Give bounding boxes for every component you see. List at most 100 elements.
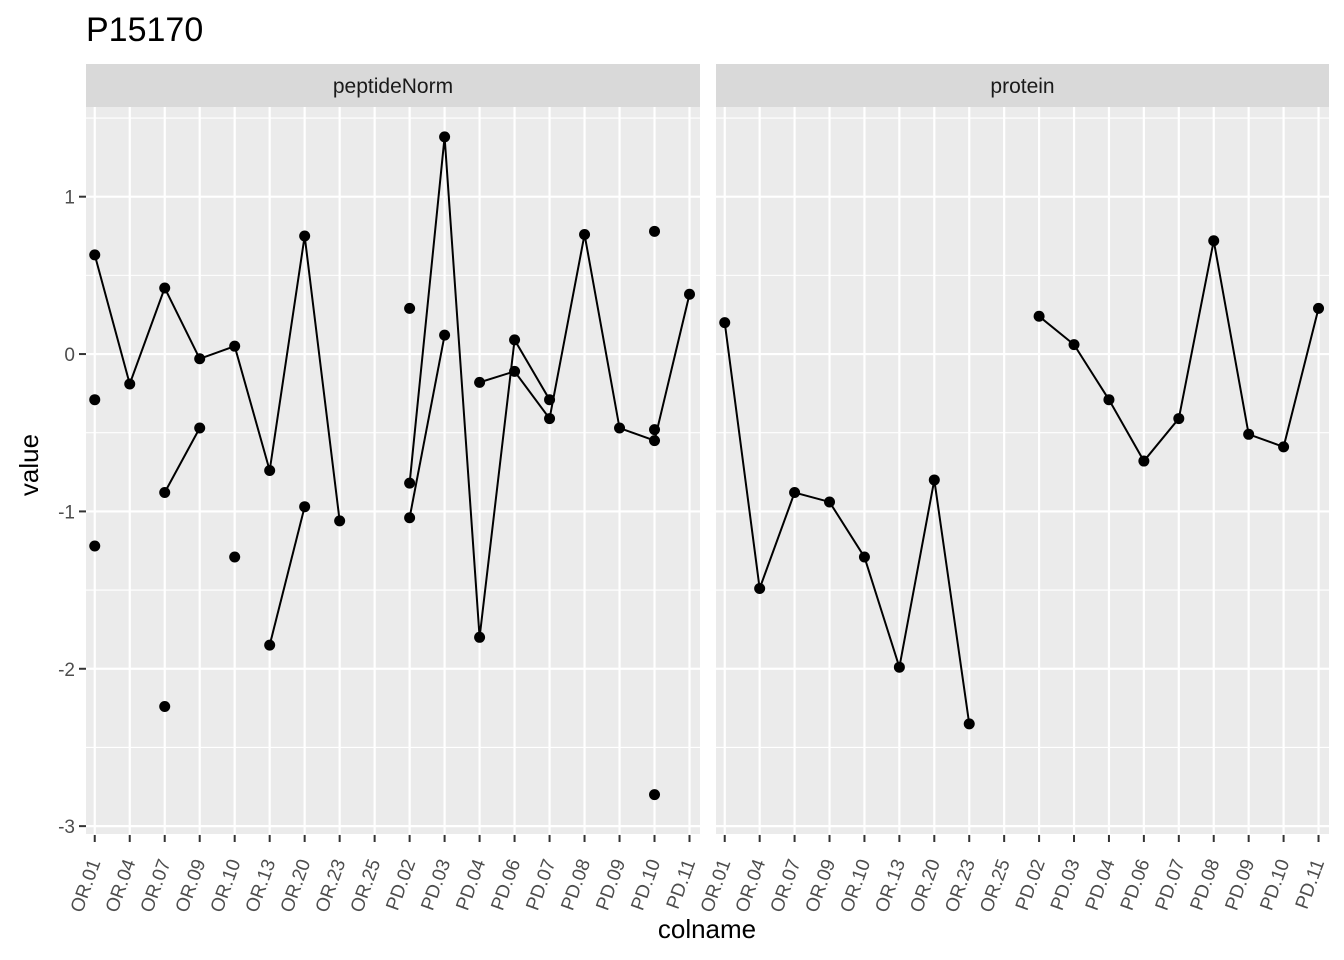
series-line: [408, 334, 446, 518]
data-point: [439, 329, 451, 341]
data-point: [89, 394, 101, 406]
x-tick-label: PD.06: [1117, 857, 1155, 914]
data-point: [649, 225, 661, 237]
data-point: [439, 131, 451, 143]
data-point: [404, 512, 416, 524]
x-tick-label: OR.07: [767, 857, 806, 916]
x-tick-label: PD.02: [383, 857, 421, 914]
x-tick-label: OR.07: [137, 857, 176, 916]
facet-strip: [86, 64, 700, 107]
data-point: [229, 340, 241, 352]
data-point: [1243, 428, 1255, 440]
data-point: [159, 282, 171, 294]
x-tick-label: OR.25: [976, 857, 1015, 916]
data-point: [1138, 455, 1150, 467]
x-tick-label: OR.01: [697, 857, 736, 916]
data-point: [299, 501, 311, 513]
data-point: [649, 789, 661, 801]
x-tick-label: PD.10: [627, 857, 665, 914]
x-tick-label: PD.11: [663, 857, 700, 912]
x-tick-label: OR.10: [207, 857, 246, 916]
x-tick-label: PD.08: [1187, 857, 1225, 914]
panel-protein: proteinOR.01OR.04OR.07OR.09OR.10OR.13OR.…: [697, 64, 1329, 915]
x-axis-title: colname: [658, 914, 756, 944]
x-tick-label: OR.04: [732, 856, 771, 915]
data-point: [544, 413, 556, 425]
data-point: [194, 422, 206, 434]
x-tick-label: PD.10: [1256, 857, 1294, 914]
data-point: [404, 477, 416, 489]
data-point: [404, 302, 416, 314]
x-tick-label: OR.01: [67, 857, 106, 916]
x-tick-label: OR.10: [837, 857, 876, 916]
y-tick-label: 1: [64, 188, 75, 209]
data-point: [1068, 339, 1080, 351]
data-point: [124, 378, 136, 390]
chart-title: P15170: [86, 11, 203, 49]
data-point: [684, 288, 696, 300]
x-tick-label: PD.11: [1292, 857, 1329, 912]
panel-background: [86, 107, 700, 834]
x-tick-label: OR.20: [906, 857, 945, 916]
x-tick-label: OR.13: [242, 857, 281, 916]
data-point: [264, 639, 276, 651]
x-tick-label: OR.09: [802, 857, 841, 916]
data-point: [1278, 441, 1290, 453]
data-point: [893, 661, 905, 673]
data-point: [1208, 235, 1220, 247]
data-point: [89, 249, 101, 261]
data-point: [1033, 310, 1045, 322]
y-tick-label: 0: [64, 345, 75, 366]
facet-strip-label: protein: [990, 75, 1054, 98]
x-tick-label: OR.23: [941, 857, 980, 916]
data-point: [229, 551, 241, 563]
x-tick-label: PD.04: [1082, 856, 1120, 913]
x-tick-label: PD.08: [557, 857, 595, 914]
data-point: [474, 631, 486, 643]
x-tick-label: PD.03: [1047, 857, 1085, 914]
y-tick-label: -2: [58, 660, 75, 681]
facet-strip-label: peptideNorm: [333, 75, 453, 98]
data-point: [649, 424, 661, 436]
data-point: [649, 435, 661, 447]
data-point: [334, 515, 346, 527]
x-tick-label: PD.09: [592, 857, 630, 914]
x-tick-label: OR.04: [102, 856, 141, 915]
data-point: [614, 422, 626, 434]
y-tick-label: -1: [58, 502, 75, 523]
data-point: [159, 487, 171, 499]
data-point: [579, 228, 591, 240]
x-tick-label: OR.09: [172, 857, 211, 916]
data-point: [194, 353, 206, 365]
data-point: [719, 317, 731, 329]
data-point: [928, 474, 940, 486]
series-line: [268, 506, 306, 646]
y-axis-title: value: [14, 434, 44, 496]
x-tick-label: OR.20: [277, 857, 316, 916]
data-point: [89, 540, 101, 552]
data-point: [474, 376, 486, 388]
data-point: [963, 718, 975, 730]
x-tick-label: PD.09: [1222, 857, 1260, 914]
x-tick-label: OR.13: [872, 857, 911, 916]
data-point: [1173, 413, 1185, 425]
data-point: [544, 394, 556, 406]
x-tick-label: PD.07: [522, 857, 560, 914]
x-tick-label: PD.02: [1012, 857, 1050, 914]
data-point: [1313, 302, 1325, 314]
x-tick-label: PD.04: [452, 856, 490, 913]
series-line: [93, 235, 341, 521]
x-tick-label: OR.25: [347, 857, 386, 916]
data-point: [824, 496, 836, 508]
facet-panels: peptideNormOR.01OR.04OR.07OR.09OR.10OR.1…: [58, 64, 1329, 915]
facet-strip: [716, 64, 1329, 107]
panel-background: [716, 107, 1329, 834]
x-tick-label: OR.23: [312, 857, 351, 916]
data-point: [1103, 394, 1115, 406]
x-tick-label: PD.06: [487, 857, 525, 914]
panel-peptideNorm: peptideNorm OR.01OR.04OR.07OR.09OR.10OR.1…: [58, 64, 700, 915]
data-point: [264, 465, 276, 476]
series-line: [163, 427, 201, 494]
y-tick-label: -3: [58, 817, 75, 838]
